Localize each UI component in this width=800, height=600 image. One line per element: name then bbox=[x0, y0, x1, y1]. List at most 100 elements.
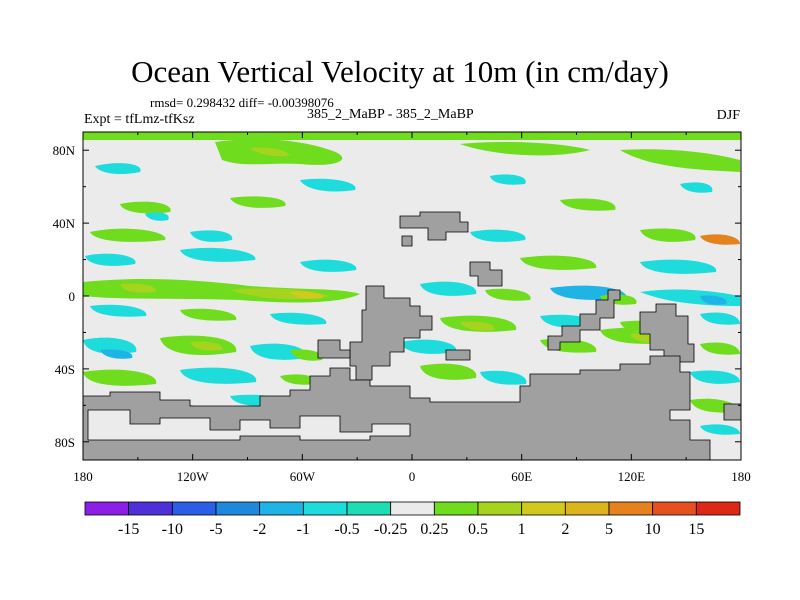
anomaly-patch bbox=[700, 342, 740, 355]
land-mask bbox=[445, 349, 471, 361]
colorbar-label: 2 bbox=[561, 521, 569, 538]
colorbar-label: 0.5 bbox=[468, 521, 488, 538]
anomaly-patch bbox=[120, 283, 156, 293]
anomaly-patch bbox=[180, 308, 237, 321]
anomaly-patch bbox=[400, 339, 457, 354]
heatmap-field bbox=[83, 132, 741, 460]
anomaly-patch bbox=[480, 370, 527, 385]
anomaly-patch bbox=[680, 182, 713, 193]
land-mask bbox=[639, 303, 695, 363]
y-tick-label: 0 bbox=[69, 289, 76, 304]
anomaly-patch bbox=[250, 343, 307, 360]
colorbar-swatch bbox=[84, 501, 130, 516]
colorbar: -15 -10 -5 -2 -1 -0.5 -0.25 0.25 0.5 1 2 5 10 15 bbox=[84, 501, 741, 538]
anomaly-patch bbox=[83, 337, 137, 354]
anomaly-patch bbox=[190, 230, 233, 242]
land-mask bbox=[401, 235, 413, 247]
colorbar-swatch bbox=[608, 501, 654, 516]
anomaly-patch bbox=[95, 163, 141, 174]
anomaly-patch bbox=[700, 312, 740, 325]
x-tick-label: 0 bbox=[409, 469, 416, 484]
anomaly-patch bbox=[560, 198, 616, 211]
anomaly-patch bbox=[640, 259, 717, 274]
anomaly-patch bbox=[120, 201, 171, 214]
colorbar-swatch bbox=[215, 501, 261, 516]
colorbar-swatch bbox=[171, 501, 217, 516]
colorbar-swatch bbox=[652, 501, 697, 516]
colorbar-label: -5 bbox=[209, 521, 222, 538]
anomaly-patch bbox=[90, 304, 147, 317]
anomaly-patch bbox=[700, 234, 740, 245]
anomaly-patch bbox=[190, 341, 223, 351]
anomaly-patch bbox=[270, 312, 327, 325]
colorbar-swatch bbox=[477, 501, 523, 516]
y-tick-label: 80N bbox=[53, 143, 76, 158]
y-tick-label: 40N bbox=[53, 216, 76, 231]
colorbar-swatch bbox=[521, 501, 566, 516]
anomaly-patch bbox=[180, 247, 256, 262]
anomaly-patch bbox=[460, 321, 495, 331]
colorbar-label: 5 bbox=[605, 521, 613, 538]
season-label: DJF bbox=[716, 108, 740, 123]
anomaly-patch bbox=[700, 295, 727, 305]
anomaly-patch bbox=[490, 174, 526, 185]
ice-shelf-region bbox=[87, 409, 411, 441]
anomaly-patch bbox=[300, 259, 357, 272]
colorbar-label: 10 bbox=[645, 521, 661, 538]
land-mask bbox=[399, 211, 469, 241]
anomaly-patch bbox=[280, 374, 317, 385]
colorbar-label: 15 bbox=[688, 521, 704, 538]
experiment-label: Expt = tfLmz-tfKsz bbox=[84, 112, 195, 127]
anomaly-patch bbox=[520, 255, 597, 270]
x-tick-label: 60E bbox=[511, 469, 532, 484]
colorbar-swatch bbox=[346, 501, 392, 516]
colorbar-swatch bbox=[390, 501, 435, 516]
y-tick-label: 80S bbox=[55, 435, 75, 450]
colorbar-label: 0.25 bbox=[420, 521, 448, 538]
anomaly-patch bbox=[145, 212, 169, 221]
chart-title: Ocean Vertical Velocity at 10m (in cm/da… bbox=[131, 54, 669, 89]
colorbar-label: -10 bbox=[162, 521, 183, 538]
axes: 180 120W 60W 0 60E 120E 180 80N 40N 0 40S 80S bbox=[53, 132, 751, 484]
colorbar-label: -0.5 bbox=[334, 521, 359, 538]
x-tick-label: 120E bbox=[618, 469, 646, 484]
x-tick-label: 180 bbox=[731, 469, 751, 484]
land-mask bbox=[349, 285, 433, 381]
colorbar-label: -2 bbox=[253, 521, 266, 538]
x-tick-label: 180 bbox=[73, 469, 93, 484]
anomaly-patch bbox=[485, 288, 531, 301]
anomaly-patch bbox=[250, 147, 290, 157]
anomaly-patch bbox=[420, 363, 477, 380]
runs-label: 385_2_MaBP - 385_2_MaBP bbox=[307, 107, 474, 122]
anomaly-patch bbox=[640, 228, 696, 242]
land-mask bbox=[469, 261, 503, 287]
stats-label: rmsd= 0.298432 diff= -0.00398076 bbox=[150, 95, 334, 110]
anomaly-patch bbox=[85, 253, 136, 266]
colorbar-swatch bbox=[564, 501, 610, 516]
land-mask bbox=[547, 289, 621, 351]
colorbar-swatch bbox=[433, 501, 479, 516]
land-mask bbox=[317, 339, 351, 359]
anomaly-patch bbox=[300, 178, 356, 192]
x-tick-label: 60W bbox=[290, 469, 316, 484]
anomaly-patch bbox=[180, 367, 257, 384]
anomaly-patch bbox=[620, 149, 740, 172]
anomaly-patch bbox=[83, 369, 157, 386]
colorbar-label: -0.25 bbox=[374, 521, 407, 538]
colorbar-label: 1 bbox=[518, 521, 526, 538]
anomaly-patch bbox=[90, 228, 166, 242]
anomaly-patch bbox=[690, 370, 740, 384]
anomaly-patch bbox=[290, 291, 323, 299]
anomaly-patch bbox=[700, 424, 740, 435]
anomaly-patch bbox=[470, 229, 526, 242]
colorbar-swatch bbox=[259, 501, 304, 516]
colorbar-swatch bbox=[695, 501, 741, 516]
colorbar-swatch bbox=[128, 501, 173, 516]
anomaly-patch bbox=[230, 196, 286, 208]
colorbar-swatch bbox=[302, 501, 348, 516]
y-tick-label: 40S bbox=[55, 362, 75, 377]
anomaly-patch bbox=[100, 349, 133, 359]
land-mask bbox=[723, 403, 741, 421]
anomaly-patch bbox=[290, 349, 323, 361]
